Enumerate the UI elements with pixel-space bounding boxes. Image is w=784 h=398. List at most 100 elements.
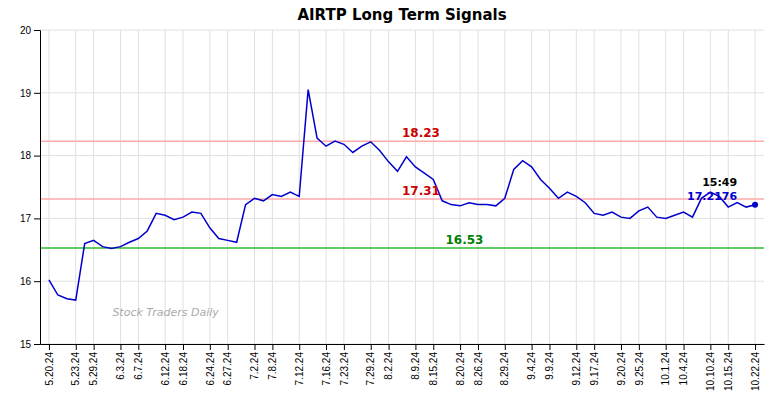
- tick: 9.25.24: [634, 344, 645, 385]
- tick-mark: [415, 344, 416, 350]
- grid-line: [40, 155, 764, 156]
- annotation: 15:49: [702, 176, 737, 189]
- grid-line: [120, 30, 121, 344]
- grid-line: [40, 92, 764, 93]
- tick-mark: [183, 344, 184, 350]
- tick: 10.10.24: [705, 344, 716, 391]
- annotation: 17.2176: [687, 190, 737, 203]
- level-line: [40, 140, 764, 142]
- grid-line: [477, 30, 478, 344]
- grid-line: [531, 30, 532, 344]
- grid-line: [272, 30, 273, 344]
- tick-label: 18: [20, 150, 32, 161]
- level-label: 17.31: [402, 184, 440, 198]
- tick-label: 7.29.24: [365, 352, 376, 386]
- tick: 9.17.24: [589, 344, 600, 385]
- grid-line: [576, 30, 577, 344]
- tick-mark: [272, 344, 273, 350]
- grid-line: [665, 30, 666, 344]
- level-line: [40, 247, 764, 249]
- tick-mark: [299, 344, 300, 350]
- tick-mark: [34, 218, 40, 219]
- tick-mark: [666, 344, 667, 350]
- tick-label: 8.9.24: [410, 352, 421, 380]
- tick: 9.4.24: [526, 344, 537, 380]
- watermark: Stock Traders Daily: [112, 306, 219, 319]
- tick-mark: [549, 344, 550, 350]
- tick-mark: [505, 344, 506, 350]
- tick-label: 8.2.24: [383, 352, 394, 380]
- tick-label: 10.15.24: [723, 352, 734, 391]
- tick-label: 8.15.24: [428, 352, 439, 386]
- tick: 9.12.24: [571, 344, 582, 385]
- tick-mark: [255, 344, 256, 350]
- tick-label: 8.26.24: [473, 352, 484, 386]
- grid-line: [40, 281, 764, 282]
- tick-mark: [76, 344, 77, 350]
- grid-line: [48, 30, 49, 344]
- tick-label: 6.27.24: [222, 352, 233, 386]
- axis-line: [34, 31, 41, 345]
- tick-mark: [594, 344, 595, 350]
- grid-line: [40, 344, 764, 345]
- grid-line: [370, 30, 371, 344]
- tick-label: 10.10.24: [705, 352, 716, 391]
- tick: 6.7.24: [133, 344, 144, 380]
- tick: 9.9.24: [544, 344, 555, 380]
- tick-mark: [389, 344, 390, 350]
- tick: 10.4.24: [678, 344, 689, 385]
- level-label: 16.53: [445, 233, 483, 247]
- grid-line: [93, 30, 94, 344]
- tick-label: 7.8.24: [267, 352, 278, 380]
- tick-label: 16: [20, 276, 32, 287]
- tick-label: 10.4.24: [678, 352, 689, 386]
- grid-line: [460, 30, 461, 344]
- tick-mark: [371, 344, 372, 350]
- tick-mark: [34, 156, 40, 157]
- tick-mark: [532, 344, 533, 350]
- tick-label: 7.16.24: [321, 352, 332, 386]
- grid-line: [138, 30, 139, 344]
- tick-label: 9.25.24: [634, 352, 645, 386]
- tick: 6.24.24: [205, 344, 216, 385]
- tick: 7.29.24: [365, 344, 376, 385]
- tick-label: 9.12.24: [571, 352, 582, 386]
- tick-label: 8.20.24: [455, 352, 466, 386]
- tick-label: 9.9.24: [544, 352, 555, 380]
- tick-mark: [621, 344, 622, 350]
- tick: 8.2.24: [383, 344, 394, 380]
- tick-mark: [684, 344, 685, 350]
- tick: 8.29.24: [499, 344, 510, 385]
- tick-label: 6.7.24: [133, 352, 144, 380]
- tick: 10.22.24: [750, 344, 761, 391]
- tick-mark: [228, 344, 229, 350]
- grid-line: [326, 30, 327, 344]
- tick-label: 6.3.24: [115, 352, 126, 380]
- grid-line: [165, 30, 166, 344]
- tick-mark: [639, 344, 640, 350]
- tick-label: 7.23.24: [339, 352, 350, 386]
- grid-line: [683, 30, 684, 344]
- grid-line: [40, 218, 764, 219]
- tick: 7.2.24: [249, 344, 260, 380]
- tick-mark: [120, 344, 121, 350]
- tick: 5.29.24: [88, 344, 99, 385]
- last-point: [752, 202, 758, 208]
- tick: 9.20.24: [616, 344, 627, 385]
- tick: 15: [20, 339, 40, 350]
- tick: 8.15.24: [428, 344, 439, 385]
- grid-line: [504, 30, 505, 344]
- tick-mark: [433, 344, 434, 350]
- tick: 16: [20, 276, 40, 287]
- tick-mark: [210, 344, 211, 350]
- grid-line: [209, 30, 210, 344]
- tick-label: 10.22.24: [750, 352, 761, 391]
- tick: 20: [20, 25, 40, 36]
- tick-mark: [34, 93, 40, 94]
- tick: 7.23.24: [339, 344, 350, 385]
- tick-mark: [49, 344, 50, 350]
- grid-line: [343, 30, 344, 344]
- tick: 6.3.24: [115, 344, 126, 380]
- tick-mark: [326, 344, 327, 350]
- plot-area: [40, 90, 764, 300]
